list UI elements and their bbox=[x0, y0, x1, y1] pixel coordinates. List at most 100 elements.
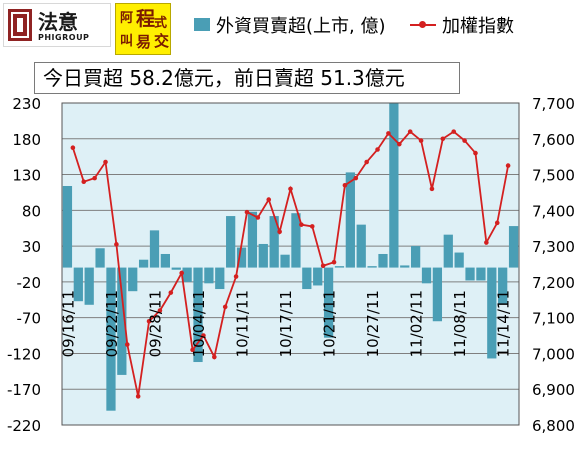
left-tick-label: -70 bbox=[17, 310, 42, 328]
right-tick-label: 6,800 bbox=[532, 417, 575, 435]
index-point bbox=[386, 131, 391, 136]
left-tick-label: -220 bbox=[7, 417, 41, 435]
bar bbox=[432, 267, 443, 322]
bar bbox=[258, 243, 268, 268]
bar bbox=[389, 103, 399, 268]
index-point bbox=[288, 186, 293, 192]
bar bbox=[454, 252, 464, 268]
logo2-char: 阿 bbox=[120, 11, 134, 26]
right-tick-label: 7,000 bbox=[532, 345, 575, 363]
date-label: 11/14/11 bbox=[495, 290, 513, 357]
left-tick-label: 130 bbox=[12, 167, 41, 185]
bar bbox=[117, 267, 127, 375]
left-tick-label: 30 bbox=[22, 238, 41, 256]
index-point bbox=[353, 175, 359, 181]
index-point bbox=[320, 263, 326, 269]
right-tick-label: 7,300 bbox=[532, 238, 575, 256]
bar bbox=[291, 213, 301, 268]
index-point bbox=[407, 129, 413, 134]
left-tick-label: -120 bbox=[7, 345, 41, 363]
bar bbox=[204, 267, 214, 284]
index-point bbox=[440, 136, 446, 142]
right-tick-label: 6,900 bbox=[532, 381, 575, 399]
date-label: 09/16/11 bbox=[59, 290, 77, 357]
index-point bbox=[364, 159, 369, 165]
index-point bbox=[484, 240, 489, 245]
bar bbox=[247, 211, 258, 268]
date-label: 10/17/11 bbox=[277, 290, 295, 357]
index-point bbox=[146, 318, 152, 324]
left-tick-label: 230 bbox=[12, 95, 41, 113]
date-label: 10/21/11 bbox=[321, 290, 339, 357]
brand1-sub: PHIGROUP bbox=[38, 33, 90, 42]
index-point bbox=[342, 182, 348, 188]
date-label: 09/28/11 bbox=[146, 290, 164, 357]
index-point bbox=[462, 138, 467, 143]
bar bbox=[323, 267, 334, 338]
bar bbox=[378, 253, 388, 268]
bar bbox=[236, 247, 247, 268]
legend-bar-swatch bbox=[194, 18, 210, 31]
index-point bbox=[266, 197, 272, 202]
date-label: 11/02/11 bbox=[408, 290, 426, 357]
bar bbox=[182, 267, 192, 282]
logo2-char: 易 bbox=[136, 33, 152, 51]
right-tick-label: 7,400 bbox=[532, 202, 575, 220]
brand1-name: 法意 bbox=[38, 10, 78, 34]
bar bbox=[280, 254, 290, 268]
date-label: 11/08/11 bbox=[451, 290, 469, 357]
index-point bbox=[473, 150, 478, 156]
index-point bbox=[124, 342, 130, 347]
index-point bbox=[103, 159, 108, 165]
bar bbox=[171, 267, 181, 270]
bar bbox=[106, 267, 116, 411]
bar bbox=[498, 267, 508, 305]
bar bbox=[95, 248, 105, 268]
bar bbox=[160, 253, 170, 268]
bar bbox=[73, 267, 83, 302]
left-tick-label: 180 bbox=[12, 131, 41, 149]
index-point bbox=[397, 141, 402, 147]
legend-line-marker bbox=[419, 21, 426, 28]
index-point bbox=[277, 229, 282, 235]
index-point bbox=[233, 274, 239, 279]
bar bbox=[193, 267, 203, 363]
index-point bbox=[505, 163, 511, 168]
left-tick-label: 80 bbox=[22, 202, 41, 220]
bar bbox=[215, 267, 225, 290]
plot-border bbox=[61, 102, 520, 426]
index-point bbox=[92, 175, 97, 181]
index-point bbox=[114, 242, 119, 247]
bar bbox=[302, 267, 312, 290]
bar bbox=[508, 226, 519, 268]
bar bbox=[465, 267, 475, 281]
left-tick-label: -20 bbox=[17, 274, 42, 292]
index-point bbox=[222, 304, 228, 310]
bar bbox=[367, 266, 377, 268]
bar bbox=[84, 267, 94, 305]
bar bbox=[400, 265, 410, 268]
date-label: 10/04/11 bbox=[190, 290, 208, 357]
plot-area bbox=[62, 103, 519, 425]
right-tick-label: 7,700 bbox=[532, 95, 575, 113]
index-point bbox=[135, 394, 141, 399]
index-point bbox=[309, 224, 315, 229]
bar bbox=[411, 246, 421, 268]
index-point bbox=[375, 147, 380, 152]
index-point bbox=[494, 220, 500, 226]
bar bbox=[269, 216, 279, 268]
index-point bbox=[244, 209, 250, 215]
index-point bbox=[168, 290, 174, 295]
logo2-char: 式 bbox=[154, 16, 168, 31]
date-label: 10/11/11 bbox=[234, 290, 252, 357]
date-label: 10/27/11 bbox=[364, 290, 382, 357]
legend-bar-label: 外資買賣超(上市, 億) bbox=[216, 16, 386, 37]
logo2-char: 叫 bbox=[120, 34, 134, 49]
bar bbox=[226, 216, 236, 268]
logo2-char: 交 bbox=[154, 32, 170, 50]
bar bbox=[128, 267, 138, 292]
index-point bbox=[81, 179, 87, 185]
bar bbox=[345, 172, 355, 268]
date-label: 09/22/11 bbox=[103, 290, 121, 357]
headline-summary: 今日買超 58.2億元，前日賣超 51.3億元 bbox=[34, 62, 460, 94]
